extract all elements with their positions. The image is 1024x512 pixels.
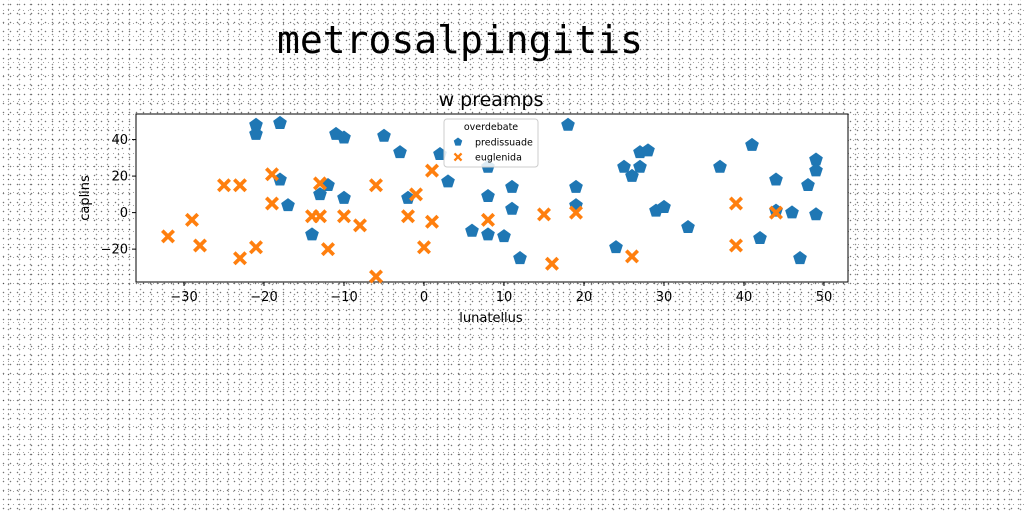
predissuade-point: [481, 188, 495, 202]
euglenida-point: [545, 256, 559, 271]
predissuade-point: [769, 172, 783, 186]
x-tick-label: 20: [576, 290, 593, 305]
legend-entries: predissuade euglenida: [453, 137, 533, 164]
legend-title: overdebate: [464, 122, 518, 133]
euglenida-point: [265, 196, 279, 211]
x-tick-label: 40: [736, 290, 753, 305]
legend-marker-predissuade: [453, 137, 463, 146]
euglenida-point: [769, 205, 783, 220]
predissuade-point: [505, 179, 519, 193]
predissuade-point: [785, 205, 799, 219]
euglenida-point: [369, 269, 383, 284]
predissuade-point: [641, 143, 655, 157]
euglenida-point: [233, 178, 247, 193]
euglenida-point: [369, 178, 383, 193]
euglenida-point: [417, 240, 431, 255]
predissuade-point: [313, 187, 327, 201]
y-axis-label: caplins: [78, 175, 93, 221]
euglenida-point: [313, 209, 327, 224]
predissuade-point: [305, 227, 319, 241]
euglenida-point: [729, 238, 743, 253]
predissuade-point: [337, 190, 351, 204]
legend-marker-euglenida: [453, 152, 463, 162]
euglenida-point: [313, 176, 327, 191]
predissuade-point: [505, 201, 519, 215]
predissuade-point: [273, 172, 287, 186]
legend-label-euglenida: euglenida: [475, 153, 522, 164]
legend-box: [443, 118, 539, 168]
predissuade-point: [561, 117, 575, 131]
euglenida-point: [193, 238, 207, 253]
data-points: [161, 115, 823, 284]
y-tick-label: 40: [111, 133, 128, 148]
predissuade-point: [753, 230, 767, 244]
legend-label-predissuade: predissuade: [475, 138, 533, 149]
predissuade-point: [745, 137, 759, 151]
predissuade-point: [497, 229, 511, 243]
y-axis-ticks: −20 0 20 40: [101, 133, 136, 258]
euglenida-point: [233, 251, 247, 266]
y-tick-label: 0: [120, 206, 128, 221]
x-axis-ticks: −30 −20 −10 0 10 20 30 40 50: [170, 282, 832, 305]
euglenida-point: [625, 249, 639, 264]
predissuade-point: [809, 163, 823, 177]
euglenida-point: [337, 209, 351, 224]
predissuade-point: [337, 130, 351, 144]
euglenida-point: [185, 212, 199, 227]
predissuade-point: [625, 168, 639, 182]
euglenida-point: [265, 167, 279, 182]
euglenida-point: [729, 196, 743, 211]
predissuade-point: [809, 152, 823, 166]
predissuade-point: [481, 227, 495, 241]
euglenida-point: [353, 218, 367, 233]
predissuade-point: [273, 115, 287, 129]
predissuade-point: [441, 174, 455, 188]
predissuade-point: [609, 240, 623, 254]
euglenida-point: [569, 205, 583, 220]
euglenida-point: [217, 178, 231, 193]
predissuade-point: [809, 207, 823, 221]
predissuade-point: [433, 146, 447, 160]
x-tick-label: −30: [170, 290, 197, 305]
euglenida-point: [481, 212, 495, 227]
predissuade-point: [393, 145, 407, 159]
euglenida-point: [401, 209, 415, 224]
predissuade-point: [513, 251, 527, 265]
predissuade-point: [569, 179, 583, 193]
euglenida-point: [409, 187, 423, 202]
x-tick-label: 50: [816, 290, 833, 305]
y-tick-label: 20: [111, 170, 128, 185]
predissuade-point: [249, 126, 263, 140]
predissuade-point: [801, 178, 815, 192]
x-tick-label: −20: [250, 290, 277, 305]
x-tick-label: 0: [420, 290, 428, 305]
figure-suptitle: metrosalpingitis: [276, 18, 644, 62]
predissuade-point: [249, 117, 263, 131]
x-axis-label: lunatellus: [459, 311, 523, 326]
x-tick-label: −10: [330, 290, 357, 305]
predissuade-point: [633, 159, 647, 173]
predissuade-point: [617, 159, 631, 173]
euglenida-point: [321, 242, 335, 257]
legend: overdebate predissuade euglenida: [443, 118, 539, 168]
euglenida-point: [249, 240, 263, 255]
predissuade-point: [657, 199, 671, 213]
predissuade-point: [377, 128, 391, 142]
predissuade-point: [281, 198, 295, 212]
x-tick-label: 10: [496, 290, 513, 305]
euglenida-point: [425, 163, 439, 178]
y-tick-label: −20: [101, 243, 128, 258]
euglenida-point: [537, 207, 551, 222]
predissuade-point: [713, 159, 727, 173]
plot-title: w preamps: [439, 89, 544, 111]
euglenida-point: [161, 229, 175, 244]
predissuade-point: [465, 223, 479, 237]
predissuade-point: [681, 220, 695, 234]
euglenida-point: [425, 214, 439, 229]
predissuade-point: [793, 251, 807, 265]
x-tick-label: 30: [656, 290, 673, 305]
